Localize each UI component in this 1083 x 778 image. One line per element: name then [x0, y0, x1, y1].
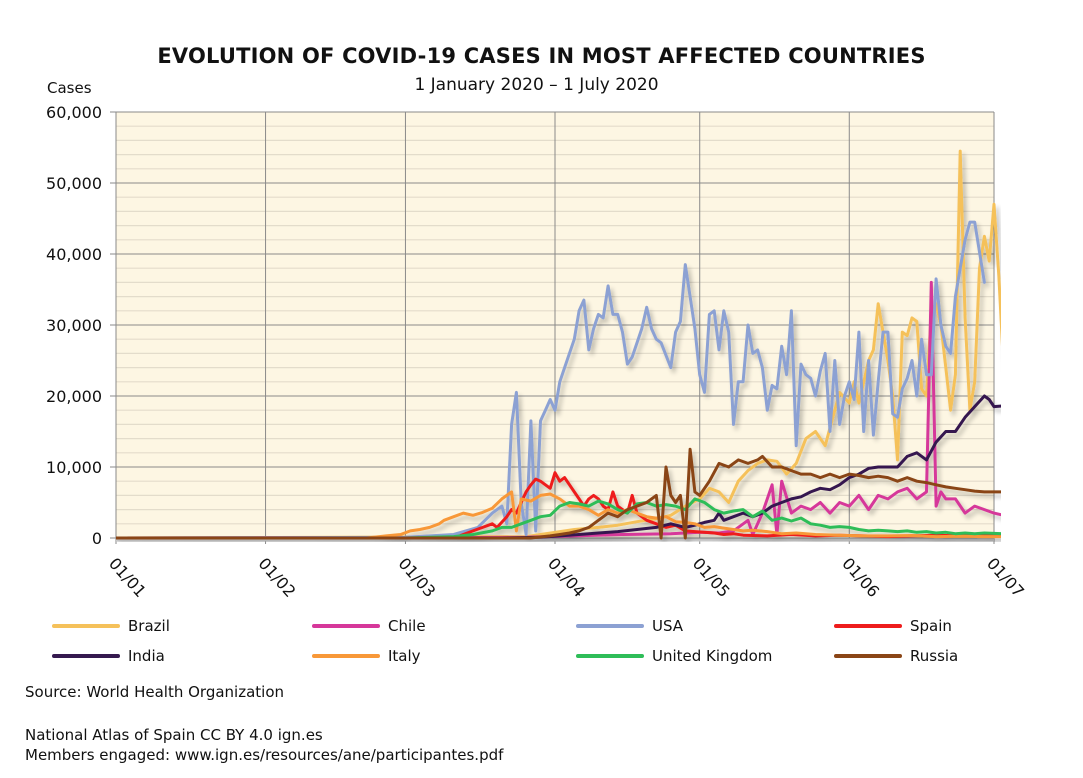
- legend-item-italy: Italy: [312, 646, 421, 666]
- series-line-russia: [116, 447, 1001, 540]
- y-tick-label: 20,000: [46, 387, 102, 406]
- y-tick-label: 30,000: [46, 316, 102, 335]
- x-tick-label: 01/01: [105, 554, 150, 601]
- y-tick-label: 0: [92, 529, 102, 548]
- legend-label: USA: [652, 617, 684, 635]
- legend-item-india: India: [52, 646, 165, 666]
- y-tick-label: 50,000: [46, 174, 102, 193]
- line-chart: 0 10,000 20,000 30,000 40,000 50,000 60,000 01…: [46, 103, 1028, 601]
- x-tick-label: 01/02: [255, 554, 300, 601]
- legend-swatch: [312, 654, 380, 658]
- x-tick-label: 01/07: [983, 554, 1028, 601]
- legend-item-united-kingdom: United Kingdom: [576, 646, 772, 666]
- chart-subtitle: 1 January 2020 – 1 July 2020: [414, 75, 659, 95]
- x-tick-label: 01/03: [394, 554, 439, 601]
- series-line-india: [116, 394, 1001, 540]
- legend-label: Chile: [388, 617, 426, 635]
- series-line-italy: [116, 490, 1001, 540]
- legend-label: Spain: [910, 617, 952, 635]
- legend-swatch: [834, 654, 902, 658]
- series-line-usa: [116, 220, 986, 540]
- legend-label: Russia: [910, 647, 959, 665]
- y-axis-label: Cases: [47, 79, 92, 97]
- legend-swatch: [52, 654, 120, 658]
- legend-label: Brazil: [128, 617, 170, 635]
- legend-label: Italy: [388, 647, 421, 665]
- series-line-chile: [116, 280, 1001, 540]
- y-tick-label: 40,000: [46, 245, 102, 264]
- series-line-united-kingdom: [116, 497, 1001, 540]
- credit-line-1: National Atlas of Spain CC BY 4.0 ign.es: [25, 726, 323, 744]
- legend-item-russia: Russia: [834, 646, 958, 666]
- x-tick-label: 01/04: [544, 554, 589, 601]
- x-tick-label: 01/05: [689, 554, 734, 601]
- credit-line-2: Members engaged: www.ign.es/resources/an…: [25, 746, 504, 764]
- legend-swatch: [834, 624, 902, 628]
- legend-item-spain: Spain: [834, 616, 952, 636]
- legend-item-brazil: Brazil: [52, 616, 170, 636]
- y-tick-label: 10,000: [46, 458, 102, 477]
- legend-item-chile: Chile: [312, 616, 426, 636]
- y-tick-label: 60,000: [46, 103, 102, 122]
- x-tick-label: 01/06: [838, 554, 883, 601]
- legend-label: India: [128, 647, 165, 665]
- legend-swatch: [576, 654, 644, 658]
- x-axis-ticks: 01/01 01/02 01/03 01/04 01/05 01/06 01/07: [105, 554, 1028, 601]
- series-lines: [116, 149, 1001, 540]
- y-axis-ticks: 0 10,000 20,000 30,000 40,000 50,000 60,000: [46, 103, 102, 548]
- chart-title: EVOLUTION OF COVID-19 CASES IN MOST AFFE…: [157, 44, 926, 68]
- source-note: Source: World Health Organization: [25, 683, 285, 701]
- legend-item-usa: USA: [576, 616, 683, 636]
- legend-swatch: [52, 624, 120, 628]
- legend: Brazil Chile USA Spain India Italy United King…: [52, 616, 1052, 676]
- legend-swatch: [312, 624, 380, 628]
- series-line-brazil: [116, 149, 1001, 540]
- legend-label: United Kingdom: [652, 647, 773, 665]
- legend-swatch: [576, 624, 644, 628]
